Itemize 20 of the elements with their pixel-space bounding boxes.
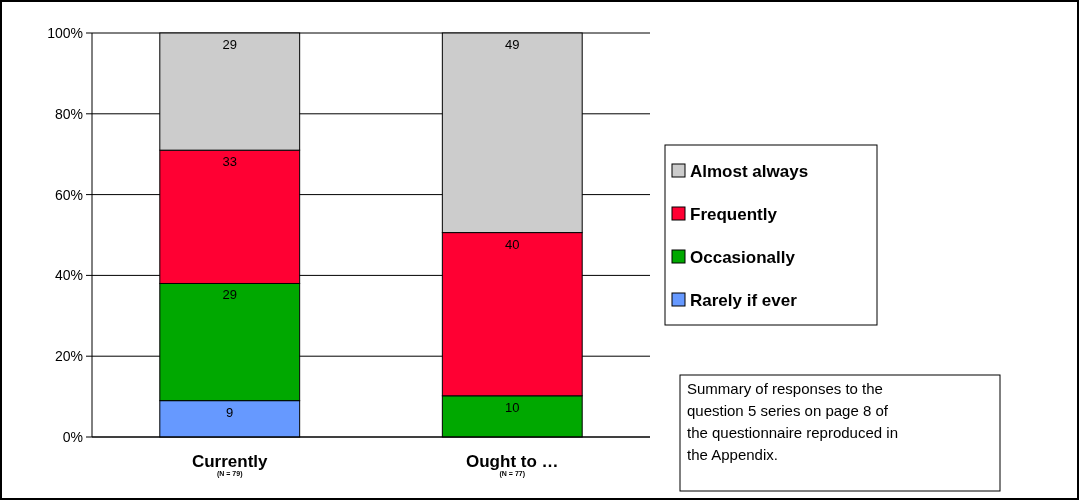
data-label: 29: [222, 37, 237, 52]
data-label: 33: [222, 154, 237, 170]
text: Summary of responses to the question 5 series on page 8 of the questionnaire reproduced in the Appendix.: [687, 380, 898, 463]
data-label: 29: [222, 287, 237, 303]
data-label: 10: [505, 399, 520, 415]
legend-label: Almost always: [690, 162, 809, 181]
data-label: 49: [505, 37, 520, 52]
data-label: 9: [226, 404, 234, 420]
y-tick-label: 60%: [54, 186, 83, 203]
data-label: 40: [505, 236, 520, 252]
legend-label: Frequently: [690, 205, 778, 224]
legend-label: Occasionally: [690, 248, 796, 267]
legend-label: Rarely if ever: [690, 291, 798, 310]
x-tick-label: Currently: [191, 452, 269, 471]
y-tick-label: 40%: [54, 267, 83, 284]
y-tick-label: 20%: [54, 348, 83, 365]
y-tick-label: 0%: [62, 429, 83, 445]
y-tick-label: 100%: [47, 25, 83, 41]
x-tick-label: Ought to …: [466, 452, 559, 471]
y-tick-label: 80%: [54, 105, 83, 122]
